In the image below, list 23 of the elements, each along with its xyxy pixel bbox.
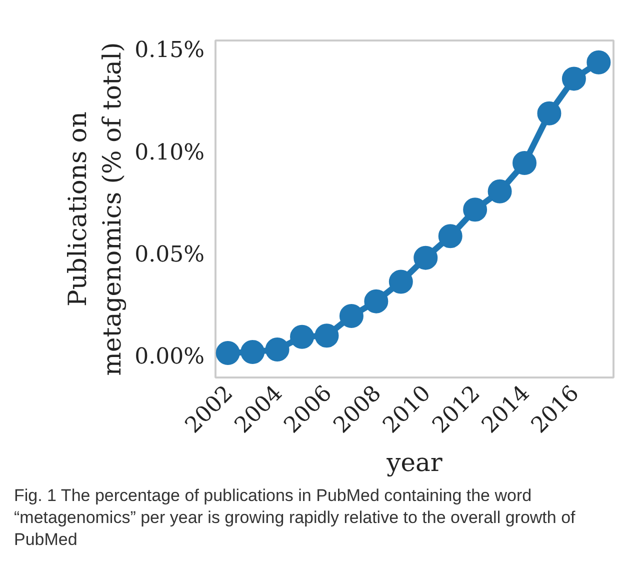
point <box>414 246 438 270</box>
point <box>562 66 586 91</box>
caption: Fig. 1 The percentage of publications in PubMed containing the word “metagenomics” per year is growing rapidly relative to the overall growth of PubMed <box>14 485 576 552</box>
point <box>314 324 339 348</box>
y-tick-label: 0.15% <box>134 38 204 64</box>
y-tick-label: 0.10% <box>134 140 204 166</box>
point <box>488 179 512 204</box>
point <box>438 224 462 248</box>
point <box>290 324 314 349</box>
y-tick-label: 0.00% <box>134 344 204 370</box>
point <box>240 340 265 364</box>
point <box>586 50 611 74</box>
point <box>512 151 537 176</box>
y-tick-label: 0.05% <box>134 242 204 268</box>
point <box>388 270 413 294</box>
point <box>463 198 488 222</box>
point <box>537 101 562 126</box>
x-axis-title: year <box>386 448 442 478</box>
point <box>339 304 364 328</box>
point <box>364 289 388 314</box>
point <box>265 338 290 362</box>
point <box>216 341 240 365</box>
y-axis-title: Publications on metagenomics (% of total) <box>62 42 127 376</box>
